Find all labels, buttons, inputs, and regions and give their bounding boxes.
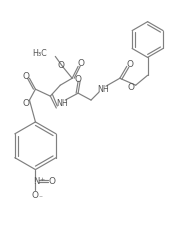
Text: O: O: [22, 98, 29, 107]
Text: O: O: [32, 190, 39, 199]
Text: O: O: [75, 74, 82, 83]
Text: O: O: [127, 82, 134, 91]
Text: O: O: [126, 60, 133, 69]
Text: +: +: [39, 176, 44, 181]
Text: N: N: [33, 176, 40, 185]
Text: NH: NH: [56, 98, 68, 107]
Text: NH: NH: [97, 84, 109, 93]
Text: O: O: [49, 176, 56, 185]
Text: O: O: [58, 61, 65, 69]
Text: O: O: [22, 72, 29, 80]
Text: H₃C: H₃C: [33, 49, 47, 58]
Text: ⁻: ⁻: [38, 192, 42, 201]
Text: O: O: [78, 59, 85, 68]
